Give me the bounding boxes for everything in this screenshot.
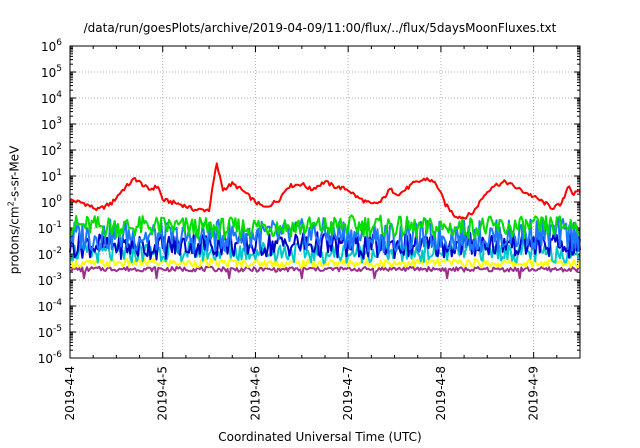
y-axis-label-post: -s-sr-MeV [7,145,22,202]
y-tick-label: 10-3 [38,272,62,288]
y-tick-label: 10-2 [38,246,62,262]
x-tick-label: 2019-4-5 [156,366,170,420]
y-axis-label-pre: protons/cm [7,206,22,275]
series-line-1 [69,214,581,240]
plot-frame [69,45,581,359]
y-axis-label: protons/cm2-s-sr-MeV [7,100,22,320]
x-tick-label: 2019-4-4 [63,366,77,420]
chart-title: /data/run/goesPlots/archive/2019-04-09/1… [83,21,557,35]
y-tick-label: 104 [41,90,62,106]
y-tick-label: 10-6 [38,350,63,366]
y-tick-label: 10-5 [38,324,62,340]
y-axis-label-sup: 2 [6,201,16,207]
y-tick-label: 100 [41,194,62,210]
series-line-0 [69,162,581,220]
grid [69,45,580,359]
series-line-2 [69,217,581,255]
x-axis-label: Coordinated Universal Time (UTC) [218,430,422,444]
x-tick-labels: 2019-4-4 2019-4-5 2019-4-6 2019-4-7 2019-4-8… [63,366,541,420]
y-tick-label: 103 [41,116,62,132]
y-tick-label: 102 [41,142,62,158]
series-lines [69,162,581,280]
y-tick-label: 10-4 [38,298,63,314]
y-tick-label: 105 [41,64,62,80]
x-tick-label: 2019-4-9 [527,366,541,420]
x-tick-label: 2019-4-6 [248,366,262,420]
series-line-6 [69,265,581,280]
y-tick-labels: 10-6 10-5 10-4 10-3 10-2 10-1 100 101 102 103 104 1… [38,38,63,366]
x-tick-label: 2019-4-7 [341,366,355,420]
y-tick-label: 106 [41,38,62,54]
x-tick-label: 2019-4-8 [434,366,448,420]
y-tick-label: 101 [41,168,62,184]
y-tick-label: 10-1 [38,220,62,236]
